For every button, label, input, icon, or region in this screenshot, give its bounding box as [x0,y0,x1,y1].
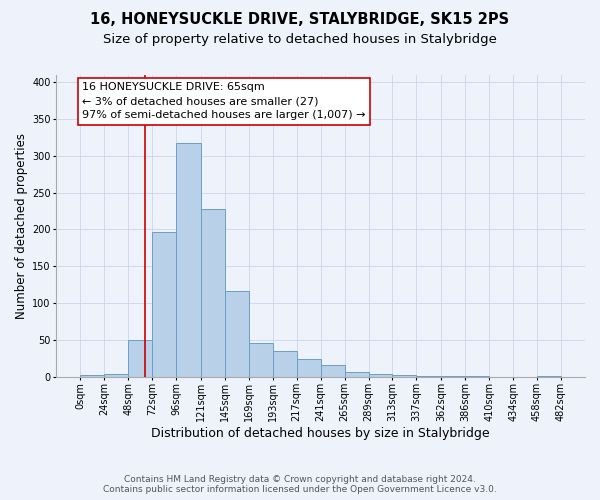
Bar [80,375,104,376]
Text: 16 HONEYSUCKLE DRIVE: 65sqm
← 3% of detached houses are smaller (27)
97% of semi: 16 HONEYSUCKLE DRIVE: 65sqm ← 3% of deta… [82,82,366,120]
X-axis label: Distribution of detached houses by size in Stalybridge: Distribution of detached houses by size … [151,427,490,440]
Bar [297,359,320,376]
Bar [392,375,416,376]
Y-axis label: Number of detached properties: Number of detached properties [15,133,28,319]
Bar [104,374,128,376]
Bar [176,142,201,376]
Bar [152,232,176,376]
Bar [320,366,344,376]
Text: 16, HONEYSUCKLE DRIVE, STALYBRIDGE, SK15 2PS: 16, HONEYSUCKLE DRIVE, STALYBRIDGE, SK15… [91,12,509,28]
Bar [128,340,152,376]
Bar [368,374,392,376]
Text: Contains HM Land Registry data © Crown copyright and database right 2024.
Contai: Contains HM Land Registry data © Crown c… [103,474,497,494]
Text: Size of property relative to detached houses in Stalybridge: Size of property relative to detached ho… [103,32,497,46]
Bar [273,351,297,376]
Bar [344,372,368,376]
Bar [225,291,249,376]
Bar [249,344,273,376]
Bar [201,209,225,376]
